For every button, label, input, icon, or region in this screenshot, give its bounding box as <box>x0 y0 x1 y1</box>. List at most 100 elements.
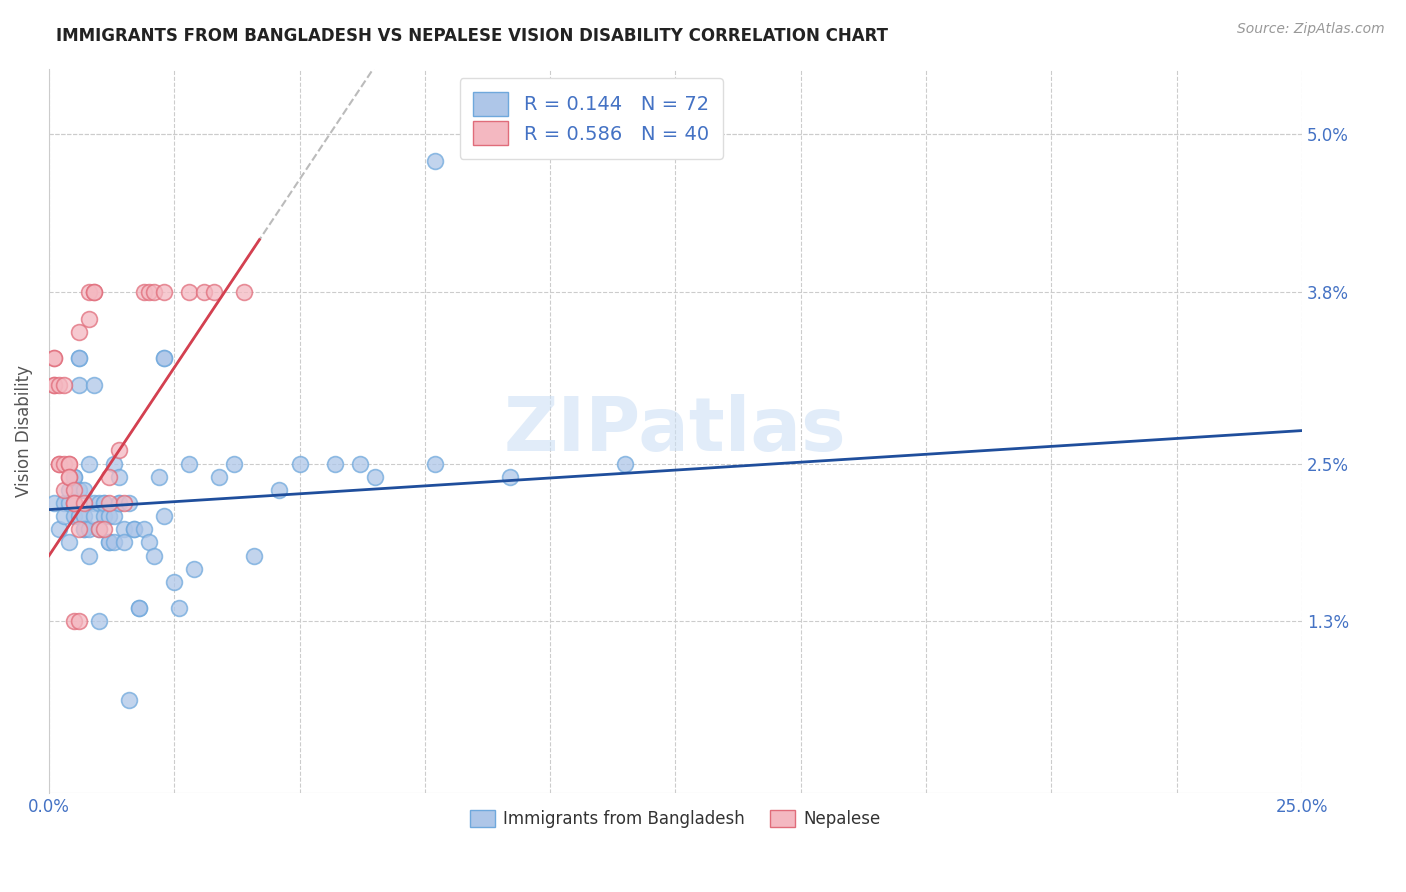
Point <box>58 469 80 483</box>
Point <box>63 615 86 629</box>
Point <box>233 285 256 300</box>
Text: IMMIGRANTS FROM BANGLADESH VS NEPALESE VISION DISABILITY CORRELATION CHART: IMMIGRANTS FROM BANGLADESH VS NEPALESE V… <box>56 27 889 45</box>
Point <box>48 522 70 536</box>
Point <box>153 509 176 524</box>
Point <box>112 535 135 549</box>
Point <box>53 483 76 497</box>
Point <box>349 457 371 471</box>
Point <box>153 285 176 300</box>
Point <box>42 377 65 392</box>
Point <box>112 496 135 510</box>
Point <box>83 496 105 510</box>
Point <box>58 535 80 549</box>
Legend: Immigrants from Bangladesh, Nepalese: Immigrants from Bangladesh, Nepalese <box>464 804 887 835</box>
Point <box>77 522 100 536</box>
Point <box>288 457 311 471</box>
Point <box>98 535 121 549</box>
Point <box>83 285 105 300</box>
Point <box>67 522 90 536</box>
Point <box>134 522 156 536</box>
Point <box>103 509 125 524</box>
Point <box>53 457 76 471</box>
Point <box>118 496 141 510</box>
Point <box>423 153 446 168</box>
Point <box>87 496 110 510</box>
Point <box>93 496 115 510</box>
Point <box>73 522 96 536</box>
Point <box>53 496 76 510</box>
Point <box>118 693 141 707</box>
Point <box>67 325 90 339</box>
Point <box>423 457 446 471</box>
Point <box>58 469 80 483</box>
Point <box>48 457 70 471</box>
Point <box>77 285 100 300</box>
Point <box>243 549 266 563</box>
Point <box>63 496 86 510</box>
Point <box>67 377 90 392</box>
Point <box>83 509 105 524</box>
Point <box>134 285 156 300</box>
Point <box>63 496 86 510</box>
Point <box>103 535 125 549</box>
Point <box>108 496 131 510</box>
Point <box>42 351 65 366</box>
Point <box>77 549 100 563</box>
Point <box>48 457 70 471</box>
Point <box>58 483 80 497</box>
Point <box>53 377 76 392</box>
Point <box>48 377 70 392</box>
Point <box>122 522 145 536</box>
Point <box>169 601 191 615</box>
Point <box>108 469 131 483</box>
Point <box>163 574 186 589</box>
Point <box>112 522 135 536</box>
Point <box>83 285 105 300</box>
Text: Source: ZipAtlas.com: Source: ZipAtlas.com <box>1237 22 1385 37</box>
Point <box>138 535 160 549</box>
Point <box>67 351 90 366</box>
Point <box>63 469 86 483</box>
Point <box>63 469 86 483</box>
Point <box>153 351 176 366</box>
Text: ZIPatlas: ZIPatlas <box>505 394 846 467</box>
Point <box>67 483 90 497</box>
Point <box>143 549 166 563</box>
Point <box>67 351 90 366</box>
Point <box>179 457 201 471</box>
Point <box>179 285 201 300</box>
Point <box>73 483 96 497</box>
Point <box>93 509 115 524</box>
Point <box>83 377 105 392</box>
Point <box>128 601 150 615</box>
Point <box>63 509 86 524</box>
Point <box>148 469 170 483</box>
Point <box>53 509 76 524</box>
Point <box>138 285 160 300</box>
Point <box>77 457 100 471</box>
Point <box>224 457 246 471</box>
Point <box>208 469 231 483</box>
Point <box>98 509 121 524</box>
Point <box>193 285 215 300</box>
Point <box>108 496 131 510</box>
Point <box>98 469 121 483</box>
Point <box>122 522 145 536</box>
Point <box>93 496 115 510</box>
Point <box>364 469 387 483</box>
Point <box>63 496 86 510</box>
Point <box>87 615 110 629</box>
Point <box>153 351 176 366</box>
Point <box>67 615 90 629</box>
Point <box>269 483 291 497</box>
Point <box>87 522 110 536</box>
Point <box>73 522 96 536</box>
Point <box>98 496 121 510</box>
Point <box>323 457 346 471</box>
Point <box>42 377 65 392</box>
Point <box>128 601 150 615</box>
Point <box>614 457 637 471</box>
Point <box>93 522 115 536</box>
Point <box>202 285 225 300</box>
Point <box>42 351 65 366</box>
